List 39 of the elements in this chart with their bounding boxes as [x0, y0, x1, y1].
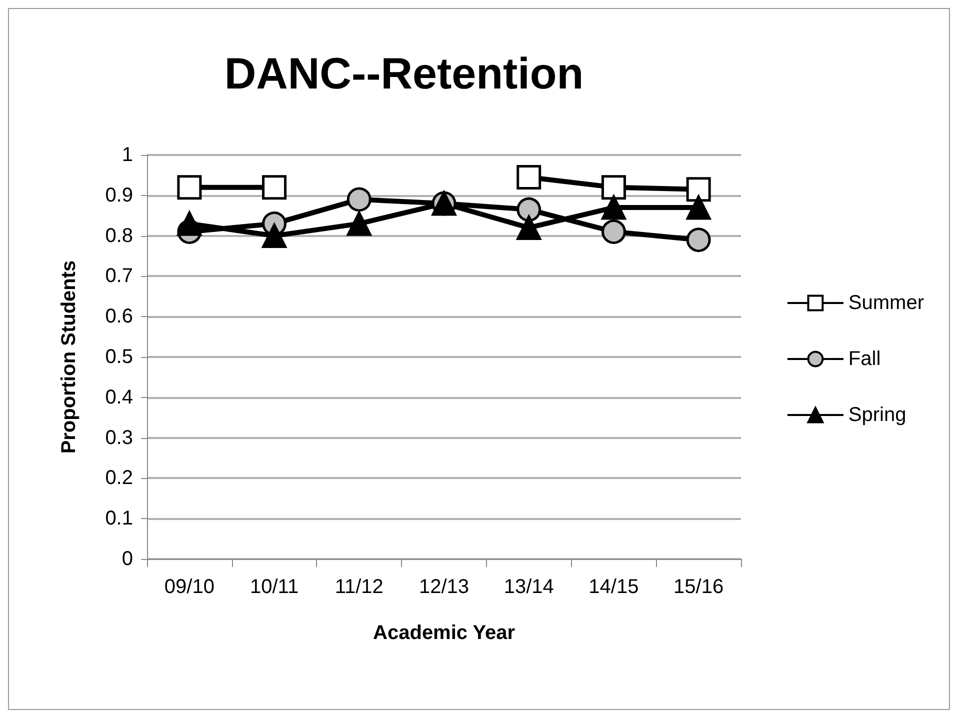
- x-tick-label: 09/10: [164, 576, 214, 598]
- y-tick-label: 0.5: [105, 346, 133, 368]
- point: [686, 195, 711, 220]
- point: [262, 224, 287, 248]
- y-tick-label: 0.9: [105, 184, 133, 206]
- y-tick-label: 0.3: [105, 426, 133, 449]
- point: [601, 195, 626, 220]
- point: [516, 164, 542, 190]
- point: [177, 175, 202, 200]
- x-axis-title: Academic Year: [373, 622, 516, 644]
- point: [346, 187, 372, 212]
- point: [686, 177, 711, 202]
- y-tick-label: 0.7: [105, 265, 133, 288]
- y-tick-label: 0.6: [105, 306, 133, 328]
- x-tick-label: 13/14: [504, 576, 554, 598]
- x-tick-label: 11/12: [334, 576, 384, 598]
- legend-label: Fall: [848, 348, 881, 370]
- legend-label: Summer: [848, 292, 924, 314]
- point: [346, 211, 372, 236]
- point: [686, 228, 711, 252]
- point: [516, 215, 542, 240]
- y-tick-label: 0.4: [105, 386, 133, 408]
- point: [516, 197, 542, 222]
- x-tick-label: 15/16: [674, 576, 724, 598]
- chart-title: DANC--Retention: [224, 50, 584, 98]
- point: [177, 211, 202, 236]
- legend-label: Spring: [848, 404, 906, 426]
- y-tick-label: 0: [122, 548, 133, 570]
- y-tick-label: 1: [122, 144, 133, 166]
- y-tick-label: 0.1: [105, 508, 133, 530]
- x-tick-label: 14/15: [588, 576, 639, 598]
- point: [601, 175, 626, 200]
- point: [262, 175, 287, 200]
- y-tick-label: 0.2: [105, 467, 133, 490]
- y-axis-title: Proportion Students: [58, 260, 80, 454]
- x-tick-label: 12/13: [418, 576, 470, 598]
- y-tick-label: 0.8: [105, 224, 133, 247]
- point: [601, 220, 626, 244]
- x-tick-label: 10/11: [250, 576, 299, 598]
